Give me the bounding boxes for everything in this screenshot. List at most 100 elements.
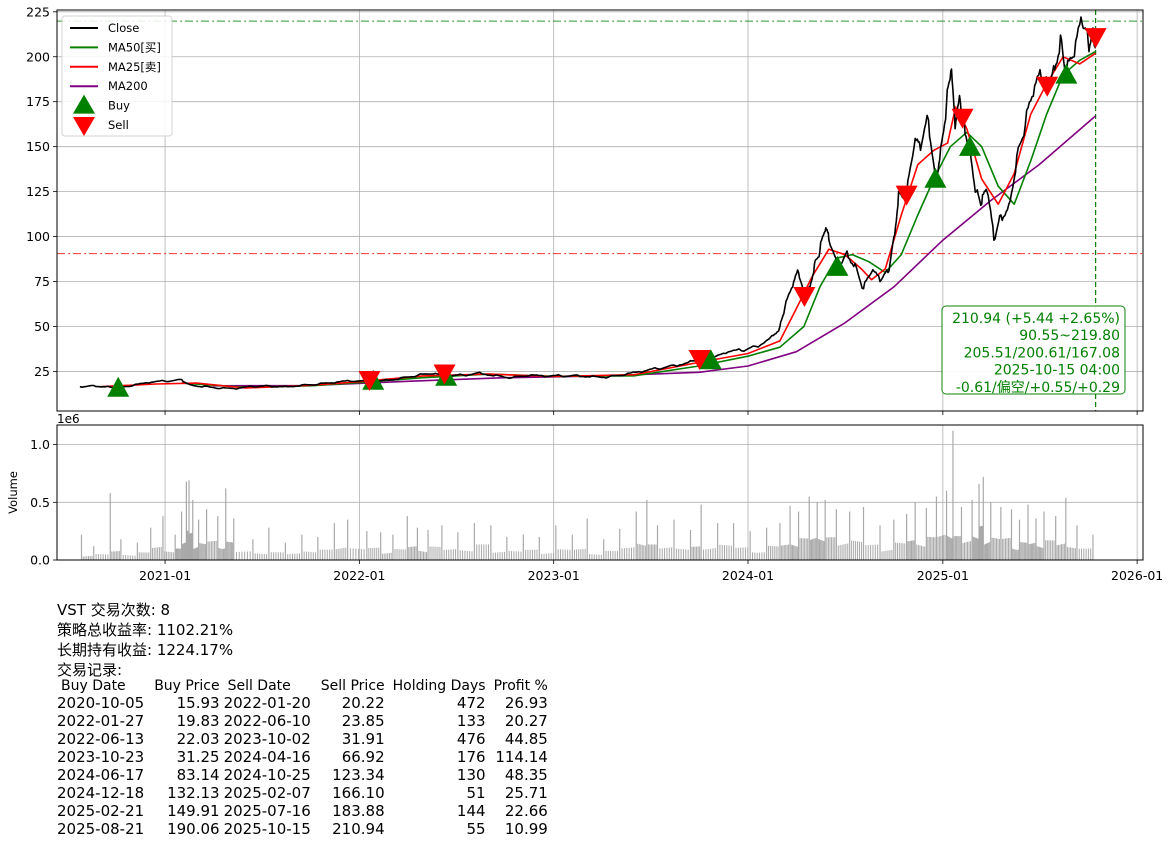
sell-marker [433, 364, 456, 385]
header-buy-date: Buy Date [61, 678, 126, 694]
volume-bar [630, 547, 632, 560]
volume-bar [751, 552, 753, 560]
volume-bar [557, 549, 559, 560]
volume-bar [853, 540, 855, 560]
volume-y-tick-label: 1.0 [30, 437, 50, 452]
volume-bar [343, 547, 345, 560]
cell-profit: 44.85 [504, 730, 548, 748]
volume-bar [699, 546, 701, 560]
volume-bar [835, 509, 837, 560]
stock-chart: 25 50 75 100 125 150 175 200 225 210.94 (+5.44 +2… [6, 4, 1163, 583]
cell-sell-date: 2022-01-20 [223, 694, 311, 712]
volume-bar [824, 500, 826, 560]
volume-bar [214, 540, 216, 560]
volume-bar [427, 530, 429, 560]
volume-bar [633, 547, 635, 560]
volume-bar [538, 536, 540, 560]
volume-bar [1068, 547, 1070, 560]
volume-bar [488, 544, 490, 560]
volume-bar [895, 542, 897, 560]
volume-bar [529, 549, 531, 560]
volume-bar [733, 523, 735, 560]
volume-bar [855, 541, 857, 560]
volume-bar [132, 555, 134, 560]
volume-bar [380, 532, 382, 560]
volume-bar [194, 548, 196, 560]
volume-bar [155, 547, 157, 560]
volume-bar [916, 544, 918, 560]
cell-buy-price: 19.83 [176, 712, 220, 730]
volume-bar [626, 547, 628, 560]
volume-bar [433, 546, 435, 560]
volume-bar [333, 523, 335, 560]
cell-profit: 48.35 [504, 766, 548, 784]
volume-bar [851, 540, 853, 560]
volume-bar [263, 553, 265, 560]
volume-bar [457, 532, 459, 560]
price-y-tick-label: 200 [26, 49, 50, 64]
volume-bar [142, 552, 144, 560]
sell-marker [793, 287, 816, 308]
volume-bar [80, 534, 83, 560]
volume-bar [424, 551, 426, 560]
table-row: 2025-08-21 190.06 2025-10-15 210.94 55 10.99 [57, 820, 552, 838]
volume-bar [1032, 543, 1034, 560]
volume-bar [207, 541, 209, 560]
volume-bar [421, 551, 423, 560]
volume-bar [388, 552, 390, 560]
volume-bar [993, 537, 995, 560]
volume-bar [925, 508, 927, 560]
volume-bar [261, 553, 263, 560]
volume-bar [238, 551, 240, 560]
volume-bar [937, 536, 939, 560]
volume-bar [291, 553, 293, 560]
volume-bar [685, 549, 687, 560]
volume-bar [100, 554, 102, 560]
summary: VST 交易次数: 8 策略总收益率: 1102.21% 长期持有收益: 122… [57, 600, 233, 680]
volume-bar [205, 509, 208, 560]
volume-bar [947, 536, 949, 560]
x-tick-label: 2023-01 [528, 568, 580, 583]
volume-bar [799, 538, 801, 560]
volume-bar [220, 548, 222, 560]
volume-bar [952, 430, 954, 560]
volume-y-label: Volume [6, 471, 20, 514]
volume-bar [735, 547, 737, 560]
annotation-line: 2025-10-15 04:00 [994, 363, 1120, 379]
legend: Close MA50[买] MA25[卖] MA200 Buy Sell [61, 15, 173, 137]
volume-bar [872, 544, 874, 560]
table-row: 2023-10-23 31.25 2024-04-16 66.92 176 114.14 [57, 748, 552, 766]
volume-bar [979, 526, 981, 560]
volume-bar [958, 536, 960, 560]
volume-bar [171, 552, 173, 560]
volume-bar [640, 544, 642, 560]
volume-bar [341, 548, 343, 560]
volume-bar [545, 553, 547, 560]
volume-bar [717, 523, 719, 560]
cell-sell-date: 2023-10-02 [223, 730, 311, 748]
x-axis: 2021-01 2022-01 2023-01 2024-01 2025-01 2026-… [139, 411, 1163, 583]
volume-bar [980, 526, 982, 560]
volume-bar [266, 554, 268, 560]
table-row: 2022-01-27 19.83 2022-06-10 23.85 133 20.27 [57, 712, 552, 730]
volume-bar [1070, 547, 1072, 560]
volume-bar [777, 546, 779, 560]
volume-bar [668, 547, 670, 560]
cell-buy-price: 83.14 [176, 766, 220, 784]
volume-bar [118, 551, 120, 560]
volume-bar [938, 536, 940, 560]
volume-bar [710, 548, 712, 560]
volume-bar [308, 551, 310, 560]
volume-bar [115, 551, 117, 560]
volume-bar [1006, 538, 1008, 560]
volume-bar [737, 547, 739, 560]
volume-bar [531, 549, 533, 560]
volume-bar [303, 551, 305, 560]
volume-bar [837, 545, 839, 560]
volume-bar [1078, 548, 1080, 560]
volume-bar [564, 549, 566, 560]
volume-bar [508, 550, 510, 560]
volume-bar [1074, 548, 1076, 560]
volume-bar [1007, 538, 1009, 560]
volume-bar [148, 552, 150, 560]
